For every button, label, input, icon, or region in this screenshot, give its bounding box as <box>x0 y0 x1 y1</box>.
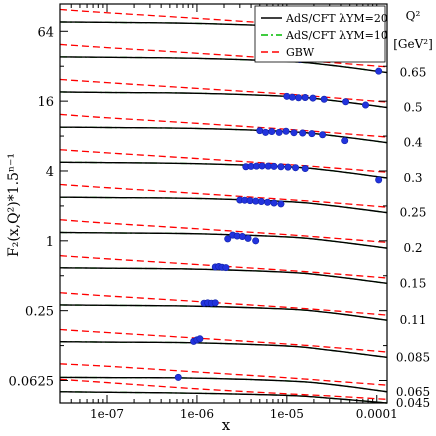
y-axis-label: F₂(x,Q²)*1.5ⁿ⁻¹ <box>6 153 22 257</box>
gbw-curve-10 <box>59 43 388 68</box>
adscft-lambda20-curve-10 <box>59 56 388 74</box>
data-point <box>257 198 265 206</box>
data-point <box>342 98 350 106</box>
q2-label: 0.65 <box>400 66 427 80</box>
legend-label-lambda10: AdS/CFT λYM=10 <box>285 29 388 42</box>
data-point <box>288 93 296 101</box>
legend-label-lambda20: AdS/CFT λYM=20 <box>285 12 388 25</box>
adscft-lambda20-curve-8 <box>59 126 388 144</box>
x-tick-label: 1e-05 <box>270 407 304 421</box>
data-point <box>224 235 232 243</box>
data-point <box>301 165 309 173</box>
adscft-lambda20-curves <box>59 21 388 404</box>
data-point <box>362 101 370 109</box>
gbw-curves <box>59 8 388 401</box>
gbw-curve-8 <box>59 113 388 138</box>
x-tick-label: 1e-07 <box>90 407 124 421</box>
adscft-lambda20-curve-1 <box>59 376 388 393</box>
q2-label: 0.4 <box>403 136 422 150</box>
q2-label: 0.2 <box>403 241 422 255</box>
data-point <box>256 127 264 135</box>
adscft-lambda20-curve-0 <box>59 391 388 404</box>
data-point <box>292 164 300 172</box>
data-point <box>375 67 383 75</box>
q2-label: 0.045 <box>396 396 430 410</box>
y-tick-label: 1 <box>46 235 54 250</box>
data-point <box>308 130 316 138</box>
q2-label: 0.25 <box>400 206 427 220</box>
gbw-curve-4 <box>59 255 388 279</box>
x-tick-label: 1e-06 <box>180 407 214 421</box>
gbw-curve-6 <box>59 183 388 208</box>
data-point <box>258 162 266 170</box>
data-point <box>375 176 383 184</box>
data-point <box>275 128 283 136</box>
legend-label-gbw: GBW <box>286 46 315 59</box>
data-points <box>174 16 383 381</box>
legend: AdS/CFT λYM=20 AdS/CFT λYM=10 GBW <box>254 5 388 63</box>
q2-label: 0.5 <box>403 101 422 115</box>
q2-label: 0.065 <box>396 385 430 399</box>
gbw-curve-3 <box>59 292 388 316</box>
q2-label: 0.3 <box>403 171 422 185</box>
right-axis-title-unit: [GeV²] <box>393 37 433 51</box>
data-point <box>270 199 278 207</box>
gbw-curve-7 <box>59 149 388 173</box>
data-point <box>282 127 290 135</box>
x-axis-label: x <box>222 416 231 434</box>
gbw-curve-0 <box>59 378 388 401</box>
data-point <box>277 200 285 208</box>
adscft-lambda10-curves <box>59 21 388 404</box>
data-point <box>174 373 182 381</box>
data-point <box>262 128 270 136</box>
data-point <box>290 129 298 137</box>
data-point <box>301 93 309 101</box>
data-point <box>284 163 292 171</box>
gbw-curve-5 <box>59 219 388 244</box>
adscft-lambda20-curve-2 <box>59 341 388 359</box>
data-point <box>264 198 272 206</box>
y-tick-label: 64 <box>37 25 54 40</box>
adscft-lambda20-curve-4 <box>59 267 388 285</box>
data-point <box>341 137 349 145</box>
gbw-curve-2 <box>59 328 388 353</box>
gbw-curve-1 <box>59 363 388 386</box>
data-point <box>211 299 219 307</box>
data-point <box>196 335 204 343</box>
data-point <box>320 95 328 103</box>
adscft-lambda20-curve-9 <box>59 91 388 109</box>
data-point <box>277 163 285 171</box>
y-tick-label: 4 <box>46 165 54 180</box>
data-point <box>268 128 276 136</box>
y-tick-label: 0.25 <box>25 305 54 320</box>
adscft-lambda20-curve-5 <box>59 231 388 249</box>
data-point <box>299 129 307 137</box>
data-point <box>222 264 230 272</box>
q2-label: 0.15 <box>400 276 427 290</box>
x-tick-label: 0.0001 <box>356 407 398 421</box>
adscft-lambda20-curve-6 <box>59 196 388 214</box>
data-point <box>264 162 272 170</box>
data-point <box>295 94 303 102</box>
q2-label: 0.11 <box>400 313 427 327</box>
q2-label: 0.085 <box>396 350 430 364</box>
plot-frame <box>59 3 388 404</box>
data-point <box>319 131 327 139</box>
y-tick-label: 16 <box>37 95 54 110</box>
data-point <box>252 237 260 245</box>
adscft-lambda20-curve-3 <box>59 304 388 321</box>
gbw-curve-9 <box>59 78 388 103</box>
data-point <box>270 162 278 170</box>
right-axis-title-q2: Q² <box>406 9 421 23</box>
data-point <box>244 234 252 242</box>
data-point <box>309 94 317 102</box>
adscft-lambda20-curve-7 <box>59 161 388 179</box>
y-tick-label: 0.0625 <box>9 375 55 390</box>
